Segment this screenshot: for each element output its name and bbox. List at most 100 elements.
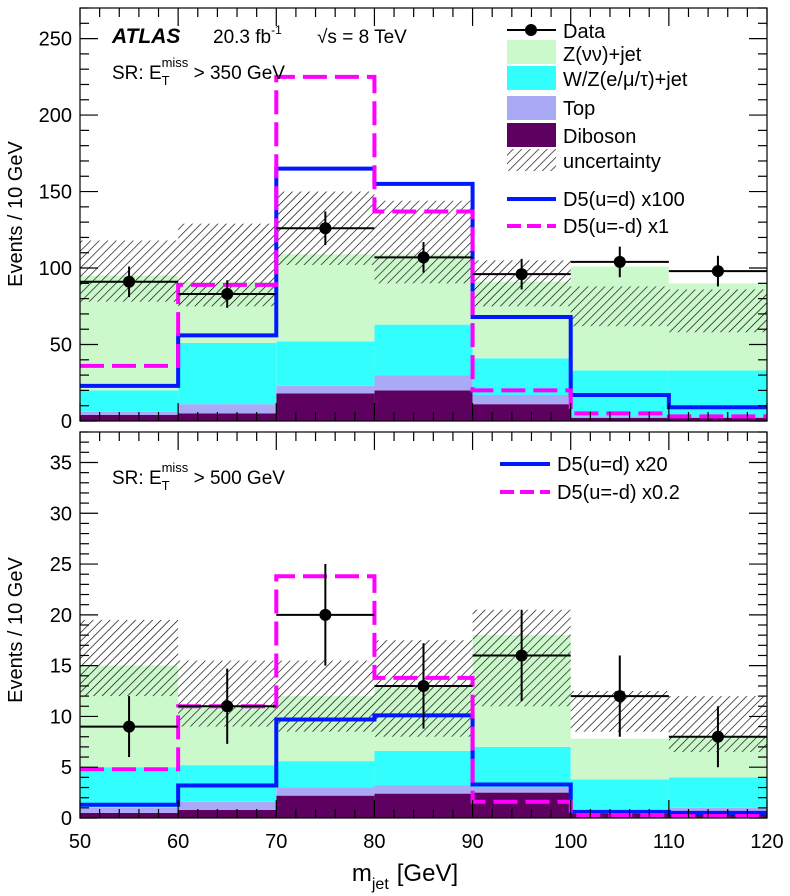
top-ytick-label-2: 100 [39, 258, 72, 280]
x-axis-title-sub: jet [371, 876, 389, 893]
bottom-ytick-label-6: 30 [50, 503, 72, 525]
top-stack-1-bin-1 [178, 404, 277, 414]
x-tick-label-5: 100 [554, 831, 587, 853]
bottom-legend: D5(u=d) x20 D5(u=-d) x0.2 [500, 454, 680, 504]
legend-data-label: Data [563, 21, 606, 43]
top-legend: Data Z(νν)+jet W/Z(e/μ/τ)+jet Top Diboso… [507, 21, 688, 238]
bottom-data-point-6 [711, 730, 724, 743]
top-stack-2-bin-2 [276, 341, 375, 386]
bottom-y-axis-label: Events / 10 GeV [5, 557, 27, 703]
top-stack-0-bin-1 [178, 413, 277, 421]
top-uncertainty-bin-5 [570, 286, 669, 327]
legend-wz-label: W/Z(e/μ/τ)+jet [563, 69, 688, 91]
bottom-stack-1-bin-0 [80, 807, 179, 813]
bottom-region-sub: T [162, 478, 170, 493]
x-axis-title-main: m [352, 860, 372, 887]
bottom-stack-1-bin-6 [668, 807, 767, 814]
legend-bottom-signal-umd-label: D5(u=-d) x0.2 [557, 482, 680, 504]
top-data-point-4 [515, 268, 528, 281]
bottom-stack-1-bin-2 [276, 787, 375, 796]
top-plot-area [80, 74, 767, 421]
top-signal-1-line [80, 74, 767, 419]
bottom-stack-0-bin-3 [374, 793, 473, 818]
legend-wz-swatch [507, 66, 556, 90]
bottom-ytick-label-3: 15 [50, 656, 72, 678]
bottom-data-point-0 [123, 720, 136, 733]
top-panel: 0 50 100 150 200 250 Events / 10 GeV ATLAS 20… [5, 7, 768, 433]
top-axis: 0 50 100 150 200 250 [39, 7, 768, 433]
top-data-point-2 [319, 222, 332, 235]
bottom-region-sup: miss [162, 460, 189, 475]
legend-top-swatch [507, 96, 556, 120]
top-stack-0-bin-0 [80, 414, 179, 421]
legend-znunu-label: Z(νν)+jet [563, 44, 642, 66]
bottom-ytick-label-7: 35 [50, 452, 72, 474]
bottom-data-point-4 [515, 649, 528, 662]
top-region-label: SR: ETmiss > 350 GeV [112, 55, 285, 88]
energy-label: √s = 8 TeV [317, 27, 407, 48]
x-tick-label-4: 90 [461, 831, 483, 853]
top-stack-0-bin-2 [276, 393, 375, 421]
top-stack-1-bin-5 [570, 416, 669, 418]
bottom-axis: 0 5 10 15 20 25 30 35 50 60 70 80 90 100 110 120 [50, 431, 784, 853]
top-stack-1-bin-3 [374, 375, 473, 391]
bottom-data-point-1 [221, 700, 234, 713]
x-tick-label-1: 60 [167, 831, 189, 853]
top-stack-0-bin-4 [472, 404, 571, 421]
luminosity-exponent: -1 [271, 23, 282, 37]
top-stack-1-bin-0 [80, 411, 179, 415]
x-tick-label-3: 80 [363, 831, 385, 853]
legend-uncertainty-swatch [507, 149, 556, 171]
top-frame [79, 7, 768, 422]
top-stack-1-bin-4 [472, 394, 571, 405]
legend-top-signal-umd-label: D5(u=-d) x1 [563, 216, 669, 238]
bottom-stack-2-bin-2 [276, 761, 375, 788]
top-region-prefix: SR: E [112, 63, 162, 84]
legend-diboson-swatch [507, 123, 556, 147]
bottom-stack-2-bin-5 [570, 779, 669, 810]
x-tick-label-7: 120 [750, 831, 783, 853]
luminosity-value: 20.3 fb [213, 27, 271, 48]
x-tick-label-0: 50 [69, 831, 91, 853]
legend-top-label: Top [563, 98, 595, 120]
top-stack-0-bin-6 [668, 417, 767, 421]
top-ytick-label-4: 200 [39, 105, 72, 127]
legend-znunu-swatch [507, 40, 556, 64]
atlas-label: ATLAS [111, 25, 180, 48]
top-ytick-label-5: 250 [39, 29, 72, 51]
bottom-stack-0-bin-1 [178, 809, 277, 818]
bottom-plot-area [80, 564, 767, 818]
legend-bottom-signal-ud-label: D5(u=d) x20 [557, 454, 668, 476]
top-data-point-0 [123, 275, 136, 288]
bottom-stack-2-bin-0 [80, 767, 179, 808]
bottom-ytick-label-4: 20 [50, 605, 72, 627]
bottom-stack-1-bin-3 [374, 785, 473, 794]
legend-uncertainty-label: uncertainty [563, 151, 661, 173]
top-stack-0-bin-5 [570, 417, 669, 421]
top-region-suffix: > 350 GeV [188, 63, 285, 84]
x-axis-title: mjet [GeV] [352, 860, 458, 893]
bottom-stack-3-bin-5 [570, 738, 669, 780]
bottom-stack-0-bin-0 [80, 812, 179, 818]
top-ytick-label-0: 0 [61, 411, 72, 433]
top-data-point-5 [613, 255, 626, 268]
bottom-data-point-2 [319, 608, 332, 621]
bottom-stack-2-bin-4 [472, 746, 571, 788]
top-data-point-6 [711, 265, 724, 278]
top-uncertainty-bin-6 [668, 289, 767, 333]
bottom-uncertainty-bin-0 [80, 619, 179, 697]
bottom-data-point-5 [613, 690, 626, 703]
top-stack-2-bin-6 [668, 370, 767, 417]
bottom-region-prefix: SR: E [112, 468, 162, 489]
bottom-stack-2-bin-3 [374, 750, 473, 786]
bottom-ytick-label-1: 5 [61, 757, 72, 779]
top-ytick-label-3: 150 [39, 182, 72, 204]
x-axis-title-unit: [GeV] [397, 860, 458, 887]
top-region-sup: miss [162, 55, 189, 70]
bottom-ytick-label-5: 25 [50, 554, 72, 576]
top-y-axis-label: Events / 10 GeV [5, 141, 27, 287]
bottom-ytick-label-0: 0 [61, 808, 72, 830]
top-stack-0-bin-3 [374, 390, 473, 421]
bottom-region-suffix: > 500 GeV [188, 468, 285, 489]
